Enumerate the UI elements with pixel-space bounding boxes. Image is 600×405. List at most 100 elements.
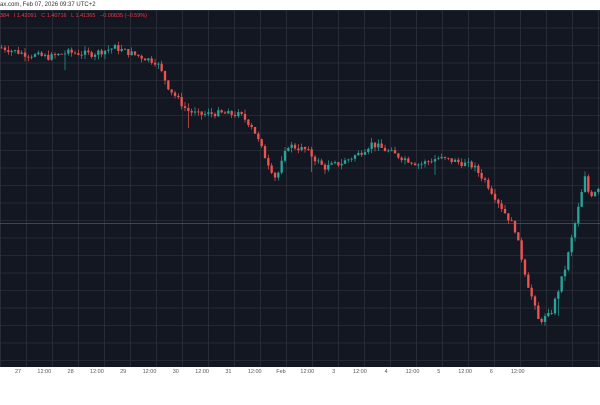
candle-up bbox=[147, 58, 150, 61]
candle-down bbox=[133, 51, 137, 55]
candle-up bbox=[110, 48, 113, 50]
candle-up bbox=[343, 160, 347, 164]
candle-down bbox=[400, 157, 403, 161]
candle-down bbox=[413, 163, 417, 166]
candle-up bbox=[580, 192, 583, 207]
candle-down bbox=[40, 52, 43, 56]
time-axis-label: 12:00 bbox=[511, 369, 525, 375]
candle-down bbox=[257, 133, 260, 140]
candle-down bbox=[143, 58, 147, 61]
time-axis-label: 12:00 bbox=[37, 369, 51, 375]
candle-down bbox=[537, 305, 540, 319]
candle-up bbox=[440, 157, 443, 159]
time-axis-label: 12:00 bbox=[248, 369, 262, 375]
candle-down bbox=[173, 92, 177, 96]
candle-down bbox=[500, 203, 503, 209]
candle-down bbox=[27, 56, 30, 58]
candle-down bbox=[430, 161, 433, 163]
candle-down bbox=[380, 143, 383, 148]
candle-down bbox=[427, 161, 430, 163]
candle-down bbox=[220, 110, 223, 113]
candle-down bbox=[507, 213, 510, 221]
candle-up bbox=[340, 163, 343, 166]
candle-up bbox=[300, 146, 303, 151]
candle-up bbox=[573, 223, 577, 238]
candle-down bbox=[180, 97, 183, 107]
top-bar: ax.com, Feb 07, 2026 09:37 UTC+2 bbox=[0, 0, 600, 10]
time-axis-label: 6 bbox=[490, 369, 493, 375]
candle-down bbox=[503, 208, 507, 214]
time-axis-label: Feb bbox=[276, 369, 285, 375]
time-axis-label: 12:00 bbox=[353, 369, 367, 375]
candle-up bbox=[577, 206, 580, 224]
candle-up bbox=[330, 163, 333, 165]
candle-up bbox=[207, 112, 210, 114]
candle-down bbox=[410, 162, 413, 164]
candle-down bbox=[23, 52, 27, 57]
candle-up bbox=[333, 162, 337, 164]
candle-down bbox=[177, 95, 180, 98]
candle-up bbox=[67, 49, 70, 54]
candle-down bbox=[213, 113, 217, 117]
candle-up bbox=[37, 52, 40, 55]
candle-up bbox=[347, 159, 350, 161]
candle-up bbox=[277, 172, 280, 178]
candle-up bbox=[350, 158, 353, 160]
ohlc-readout: 384 I 1.42091 C 1.40716 L 1.41365 −0.008… bbox=[0, 13, 150, 20]
candle-up bbox=[377, 143, 380, 148]
source-timestamp: ax.com, Feb 07, 2026 09:37 UTC+2 bbox=[0, 2, 96, 8]
candle-down bbox=[250, 124, 253, 128]
candle-up bbox=[290, 144, 293, 148]
candle-up bbox=[103, 50, 107, 55]
time-axis-label: 5 bbox=[437, 369, 440, 375]
candle-down bbox=[383, 147, 387, 152]
candle-down bbox=[293, 144, 297, 149]
candle-down bbox=[517, 232, 520, 241]
candle-up bbox=[570, 237, 573, 253]
chart-panel[interactable] bbox=[0, 10, 600, 367]
candle-up bbox=[437, 158, 440, 160]
candle-down bbox=[117, 45, 120, 51]
candle-down bbox=[407, 158, 410, 163]
candle-down bbox=[397, 153, 400, 158]
time-axis-label: 29 bbox=[120, 369, 126, 375]
candle-up bbox=[280, 160, 283, 173]
candle-up bbox=[363, 152, 367, 155]
candle-up bbox=[417, 164, 420, 166]
candle-up bbox=[553, 298, 557, 314]
candle-down bbox=[550, 313, 553, 314]
candle-down bbox=[197, 111, 200, 113]
candle-down bbox=[60, 53, 63, 55]
candle-up bbox=[543, 316, 547, 322]
time-axis-label: 12:00 bbox=[90, 369, 104, 375]
candle-up bbox=[433, 159, 437, 162]
candle-up bbox=[157, 63, 160, 65]
candle-up bbox=[237, 112, 240, 117]
candle-up bbox=[193, 111, 197, 113]
candle-up bbox=[217, 110, 220, 117]
candle-down bbox=[87, 50, 90, 53]
candle-down bbox=[230, 111, 233, 115]
candle-up bbox=[547, 313, 550, 317]
ohlc-high: I 1.42091 bbox=[13, 13, 37, 19]
candle-down bbox=[530, 287, 533, 297]
candle-up bbox=[593, 192, 597, 197]
ohlc-open: 384 bbox=[0, 13, 10, 19]
candle-down bbox=[323, 164, 327, 170]
candle-down bbox=[47, 54, 50, 60]
time-axis[interactable]: 27 12:00 28 12:00 29 12:00 30 12:00 31 12:00 Feb 12… bbox=[0, 367, 600, 400]
ohlc-close: C 1.40716 bbox=[41, 13, 67, 19]
candlestick-chart[interactable] bbox=[0, 10, 600, 367]
candle-up bbox=[57, 53, 60, 56]
candle-down bbox=[253, 127, 257, 134]
candle-down bbox=[233, 114, 237, 117]
candle-down bbox=[3, 47, 7, 51]
candle-up bbox=[283, 150, 287, 161]
candle-up bbox=[467, 161, 470, 163]
time-axis-label: 3 bbox=[332, 369, 335, 375]
candle-down bbox=[223, 112, 227, 114]
candle-down bbox=[457, 159, 460, 163]
candle-up bbox=[583, 176, 587, 193]
candle-up bbox=[370, 142, 373, 149]
candle-down bbox=[7, 50, 10, 53]
